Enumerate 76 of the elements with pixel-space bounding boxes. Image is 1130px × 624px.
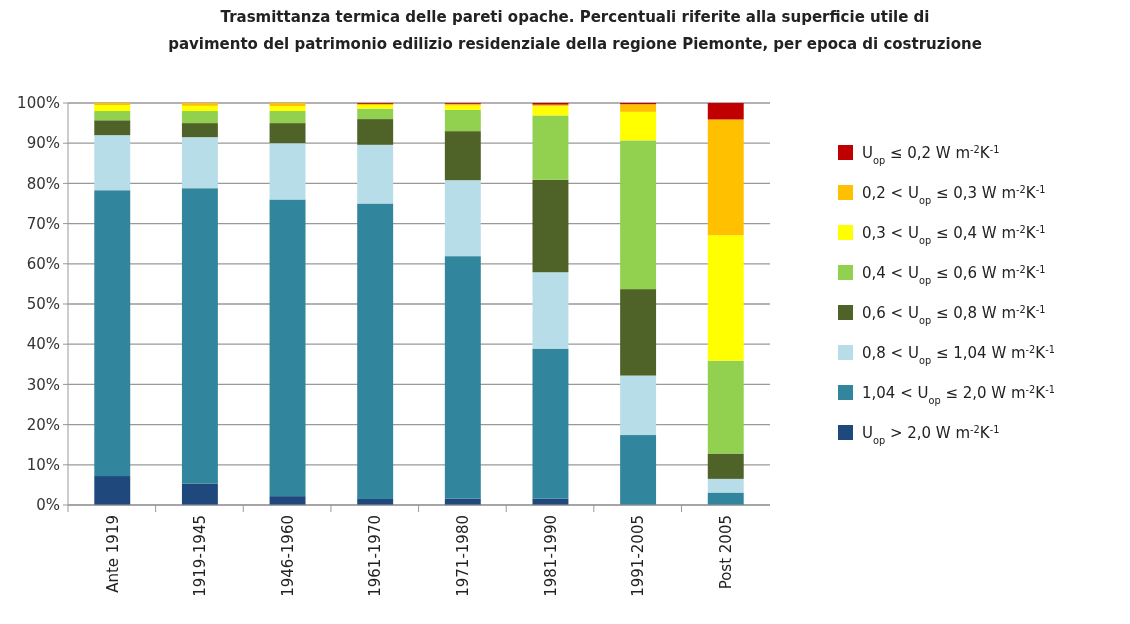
bar [181,111,218,124]
legend-label: U$_{op}$ ≤ 0,2 W m$^{-2}$K$^{-1}$ [862,143,1000,166]
legend-label: 0,6 < U$_{op}$ ≤ 0,8 W m$^{-2}$K$^{-1}$ [862,303,1046,326]
bar [94,135,131,191]
bar [357,105,394,109]
y-tick-label: 0% [36,496,60,515]
bar [181,103,218,106]
bar [707,478,744,493]
legend-label: 1,04 < U$_{op}$ ≤ 2,0 W m$^{-2}$K$^{-1}$ [862,383,1055,406]
y-tick-label: 50% [26,295,60,314]
y-tick-label: 100% [17,94,60,113]
x-tick-label: Ante 1919 [103,515,122,593]
bar [94,190,131,477]
bar [620,435,657,505]
x-tick-label: 1946-1960 [278,515,297,597]
legend-label: 0,4 < U$_{op}$ ≤ 0,6 W m$^{-2}$K$^{-1}$ [862,263,1046,286]
legend-label: 0,8 < U$_{op}$ ≤ 1,04 W m$^{-2}$K$^{-1}$ [862,343,1055,366]
bar [357,119,394,145]
bar [94,476,131,505]
legend-label: U$_{op}$ > 2,0 W m$^{-2}$K$^{-1}$ [862,423,1000,446]
bar [532,348,569,499]
bar [620,104,657,112]
bar [707,235,744,361]
y-tick-label: 60% [26,255,60,274]
bar [532,106,569,116]
bar [444,105,481,110]
bar [444,256,481,499]
bar [181,188,218,484]
bar [181,137,218,189]
bar [94,120,131,136]
legend-label: 0,2 < U$_{op}$ ≤ 0,3 W m$^{-2}$K$^{-1}$ [862,183,1046,206]
bar [444,131,481,181]
bar [357,203,394,499]
chart-title: Trasmittanza termica delle pareti opache. Percentuali riferite alla superficie utile di pavimento del patrimonio edilizio residenziale della regione Piemonte, per epoca di costruzione [168,8,982,53]
bar [444,109,481,132]
x-tick-label: 1991-2005 [629,515,648,597]
bar [707,453,744,479]
x-tick-label: 1961-1970 [366,515,385,597]
bar [532,179,569,273]
bar [707,119,744,236]
y-tick-label: 40% [26,335,60,354]
bar [532,115,569,180]
bar [94,105,131,112]
bar [357,144,394,204]
bar [94,103,131,106]
bar [532,272,569,349]
x-tick-label: 1981-1990 [541,515,560,597]
bar [181,123,218,138]
bar [181,105,218,112]
bar [269,106,306,112]
x-tick-label: 1919-1945 [191,515,210,597]
bar [269,123,306,144]
y-tick-label: 10% [26,456,60,475]
bar [269,199,306,497]
bar [620,111,657,141]
bar [269,103,306,107]
bar [357,108,394,120]
bar [444,180,481,257]
bar [620,375,657,436]
y-tick-label: 90% [26,134,60,153]
bar [94,111,131,121]
bar [269,496,306,505]
y-tick-label: 70% [26,214,60,233]
bar [707,103,744,120]
legend-label: 0,3 < U$_{op}$ ≤ 0,4 W m$^{-2}$K$^{-1}$ [862,223,1046,246]
y-tick-label: 30% [26,375,60,394]
bar [707,360,744,454]
bar [620,289,657,376]
bar [181,483,218,505]
bar [269,143,306,200]
y-tick-label: 80% [26,174,60,193]
x-tick-label: 1971-1980 [454,515,473,597]
bar [269,111,306,124]
y-tick-label: 20% [26,415,60,434]
bar [620,140,657,290]
x-tick-label: Post 2005 [716,515,735,590]
